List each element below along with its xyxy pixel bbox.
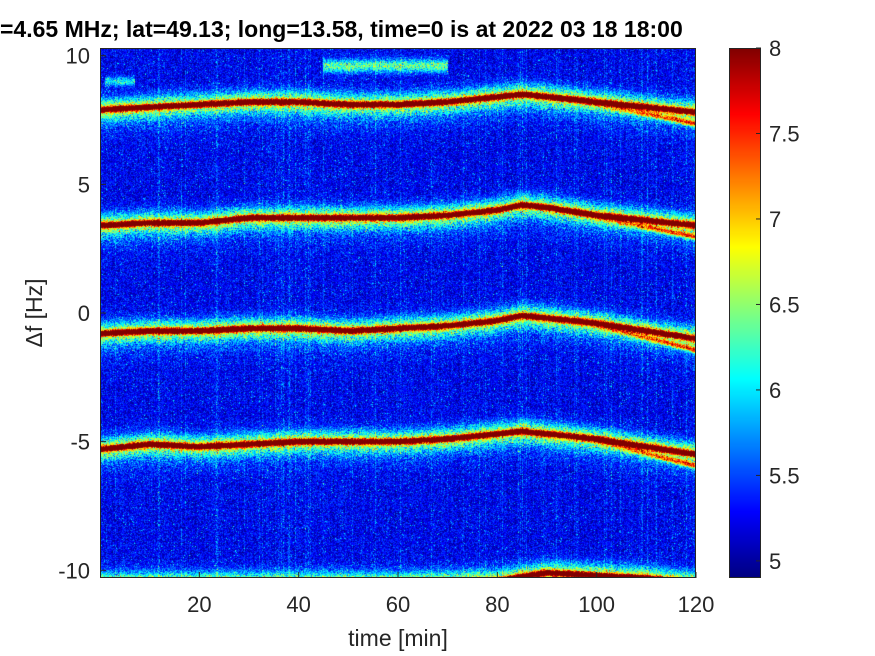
x-axis-ticks: 20 40 60 80 100 120 xyxy=(187,572,714,617)
x-tick-label: 20 xyxy=(187,592,211,617)
y-tick-label: 5 xyxy=(78,172,90,197)
colorbar-ticks: 8 7.5 7 6.5 6 5.5 5 xyxy=(756,36,800,574)
chart-title: =4.65 MHz; lat=49.13; long=13.58, time=0… xyxy=(0,16,683,42)
x-axis-label: time [min] xyxy=(348,625,448,651)
colorbar-tick-label: 7.5 xyxy=(769,121,800,146)
colorbar-tick-label: 7 xyxy=(769,207,781,232)
colorbar-gradient xyxy=(729,48,761,578)
y-tick-label: 0 xyxy=(78,301,90,326)
x-tick-label: 80 xyxy=(485,592,509,617)
y-tick-label: 10 xyxy=(66,44,90,69)
x-tick-label: 60 xyxy=(386,592,410,617)
colorbar-tick-label: 5 xyxy=(769,549,781,574)
y-tick-label: -5 xyxy=(70,430,90,455)
x-tick-label: 40 xyxy=(286,592,310,617)
colorbar-tick-label: 6.5 xyxy=(769,292,800,317)
x-tick-label: 120 xyxy=(678,592,715,617)
colorbar-tick-label: 5.5 xyxy=(769,463,800,488)
colorbar-tick-label: 6 xyxy=(769,378,781,403)
x-tick-label: 100 xyxy=(578,592,615,617)
spectrogram-heatmap xyxy=(100,48,696,578)
colorbar-tick-label: 8 xyxy=(769,36,781,61)
y-axis-label: Δf [Hz] xyxy=(21,278,47,347)
y-axis-ticks: 10 5 0 -5 -10 xyxy=(58,44,106,583)
y-tick-label: -10 xyxy=(58,558,90,583)
